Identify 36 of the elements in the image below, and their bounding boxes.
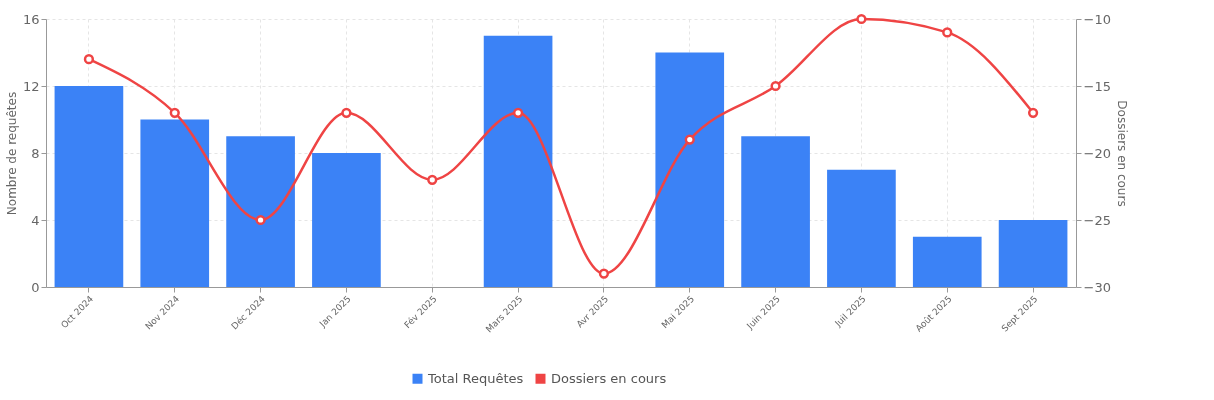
y2-tick-label: −10 [1083, 11, 1111, 27]
point [1027, 107, 1039, 118]
bar [827, 169, 896, 287]
point [598, 268, 610, 279]
bar [998, 220, 1068, 287]
y-axis-title: Nombre de requêtes [4, 91, 19, 216]
y2-tick-label: −30 [1083, 279, 1111, 295]
legend-label: Dossiers en cours [551, 370, 667, 386]
y-tick-label: 0 [31, 279, 40, 295]
point [341, 107, 352, 118]
y2-tick-label: −25 [1083, 212, 1111, 228]
bar [912, 236, 982, 287]
point [770, 80, 781, 92]
bar [655, 52, 725, 287]
y-tick-label: 16 [22, 11, 40, 27]
y-tick-label: 4 [31, 212, 40, 228]
point [856, 13, 867, 25]
bar [741, 136, 810, 287]
point [684, 134, 695, 145]
y2-tick-label: −15 [1083, 78, 1111, 94]
point [255, 214, 266, 226]
y-tick-label: 12 [22, 78, 40, 94]
point [427, 174, 438, 185]
point [83, 54, 95, 65]
point [512, 107, 524, 118]
y2-tick-label: −20 [1083, 145, 1111, 161]
y2-axis-title: Dossiers en cours [1114, 100, 1129, 207]
bar [312, 153, 381, 287]
bar [140, 119, 210, 287]
bar [226, 136, 295, 287]
legend-label: Total Requêtes [427, 370, 524, 386]
point [942, 27, 953, 38]
y-tick-label: 8 [31, 145, 40, 161]
bar [483, 35, 553, 287]
point [169, 107, 180, 118]
bar [54, 86, 124, 287]
